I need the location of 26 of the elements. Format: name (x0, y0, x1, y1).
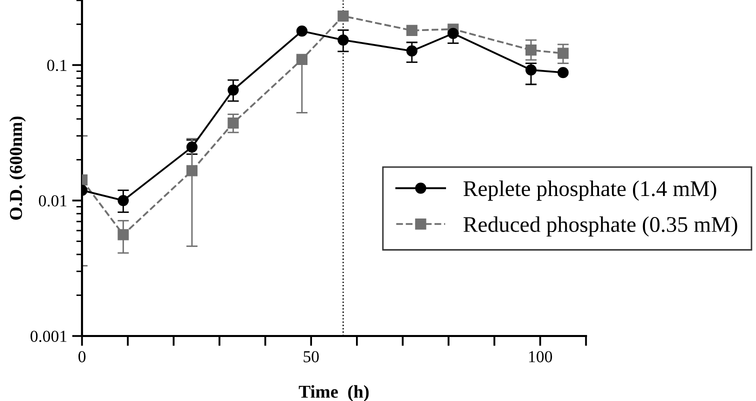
x-tick-label: 50 (304, 351, 319, 362)
legend-label: Replete phosphate (1.4 mM) (464, 180, 716, 201)
point (338, 10, 349, 22)
y-tick-label: 0.1 (47, 60, 66, 72)
point (296, 26, 308, 37)
y-tick-label: 0.01 (38, 195, 66, 207)
point (406, 24, 418, 36)
point (228, 84, 239, 96)
x-tick-label: 100 (529, 351, 552, 362)
point (525, 44, 537, 56)
x-tick-label: 0 (78, 351, 86, 362)
point (525, 64, 537, 76)
point (406, 45, 418, 57)
point (296, 54, 308, 65)
point (228, 118, 239, 129)
point (338, 34, 349, 46)
point (118, 194, 129, 206)
point (186, 142, 198, 153)
legend-label: Reduced phosphate (0.35 mM) (464, 216, 738, 237)
point (558, 48, 569, 59)
point (448, 28, 459, 40)
y-axis-title: O.D. (600nm) (9, 116, 26, 220)
point (186, 165, 198, 176)
y-tick-label: 0.001 (30, 330, 66, 342)
point (558, 67, 569, 78)
point (118, 229, 129, 240)
